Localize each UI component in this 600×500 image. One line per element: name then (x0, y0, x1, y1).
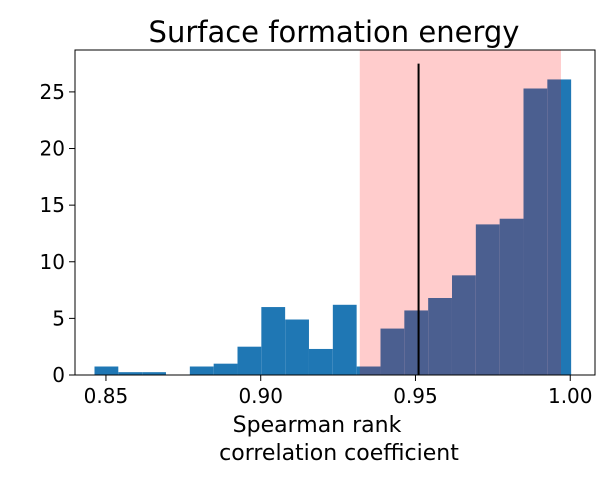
histogram-bar (428, 297, 452, 375)
histogram-bar (261, 307, 286, 375)
x-tick-label: 1.00 (548, 384, 593, 408)
histogram-bar (332, 304, 357, 375)
x-axis-label-line-1: Spearman rank (233, 413, 402, 438)
histogram-bar (475, 224, 500, 375)
histogram-bar (118, 372, 143, 375)
histogram-bar (523, 88, 548, 375)
histogram-bar (142, 372, 166, 375)
x-tick-label: 0.95 (393, 384, 438, 408)
y-tick-label: 0 (52, 363, 65, 387)
y-tick-label: 15 (40, 193, 65, 217)
bars-layer (94, 79, 572, 376)
histogram-bar (452, 275, 476, 375)
y-tick-label: 5 (52, 306, 65, 330)
y-tick-label: 20 (40, 137, 65, 161)
histogram-bar (547, 79, 572, 376)
y-tick-label: 25 (40, 80, 65, 104)
x-tick-label: 0.85 (84, 384, 129, 408)
chart-title: Surface formation energy (149, 15, 520, 49)
plot-frame (74, 49, 596, 376)
histogram-bar (285, 319, 309, 375)
histogram-bar (309, 348, 333, 375)
histogram-bar (404, 310, 429, 375)
histogram-bar (380, 328, 405, 375)
histogram-bar (213, 363, 238, 375)
histogram-bar (356, 366, 381, 375)
x-tick-label: 0.90 (238, 384, 283, 408)
histogram-bar (237, 346, 262, 375)
x-axis-label-line-2: correlation coefficient (219, 441, 459, 466)
x-axis: 0.85 0.90 0.95 1.00 (84, 375, 593, 408)
y-tick-label: 10 (40, 250, 65, 274)
histogram-bar (189, 366, 214, 375)
y-axis: 0 5 10 15 20 25 (40, 80, 75, 387)
shaded-interval (359, 50, 561, 375)
histogram-bar (94, 366, 119, 375)
histogram-bar (499, 218, 524, 375)
